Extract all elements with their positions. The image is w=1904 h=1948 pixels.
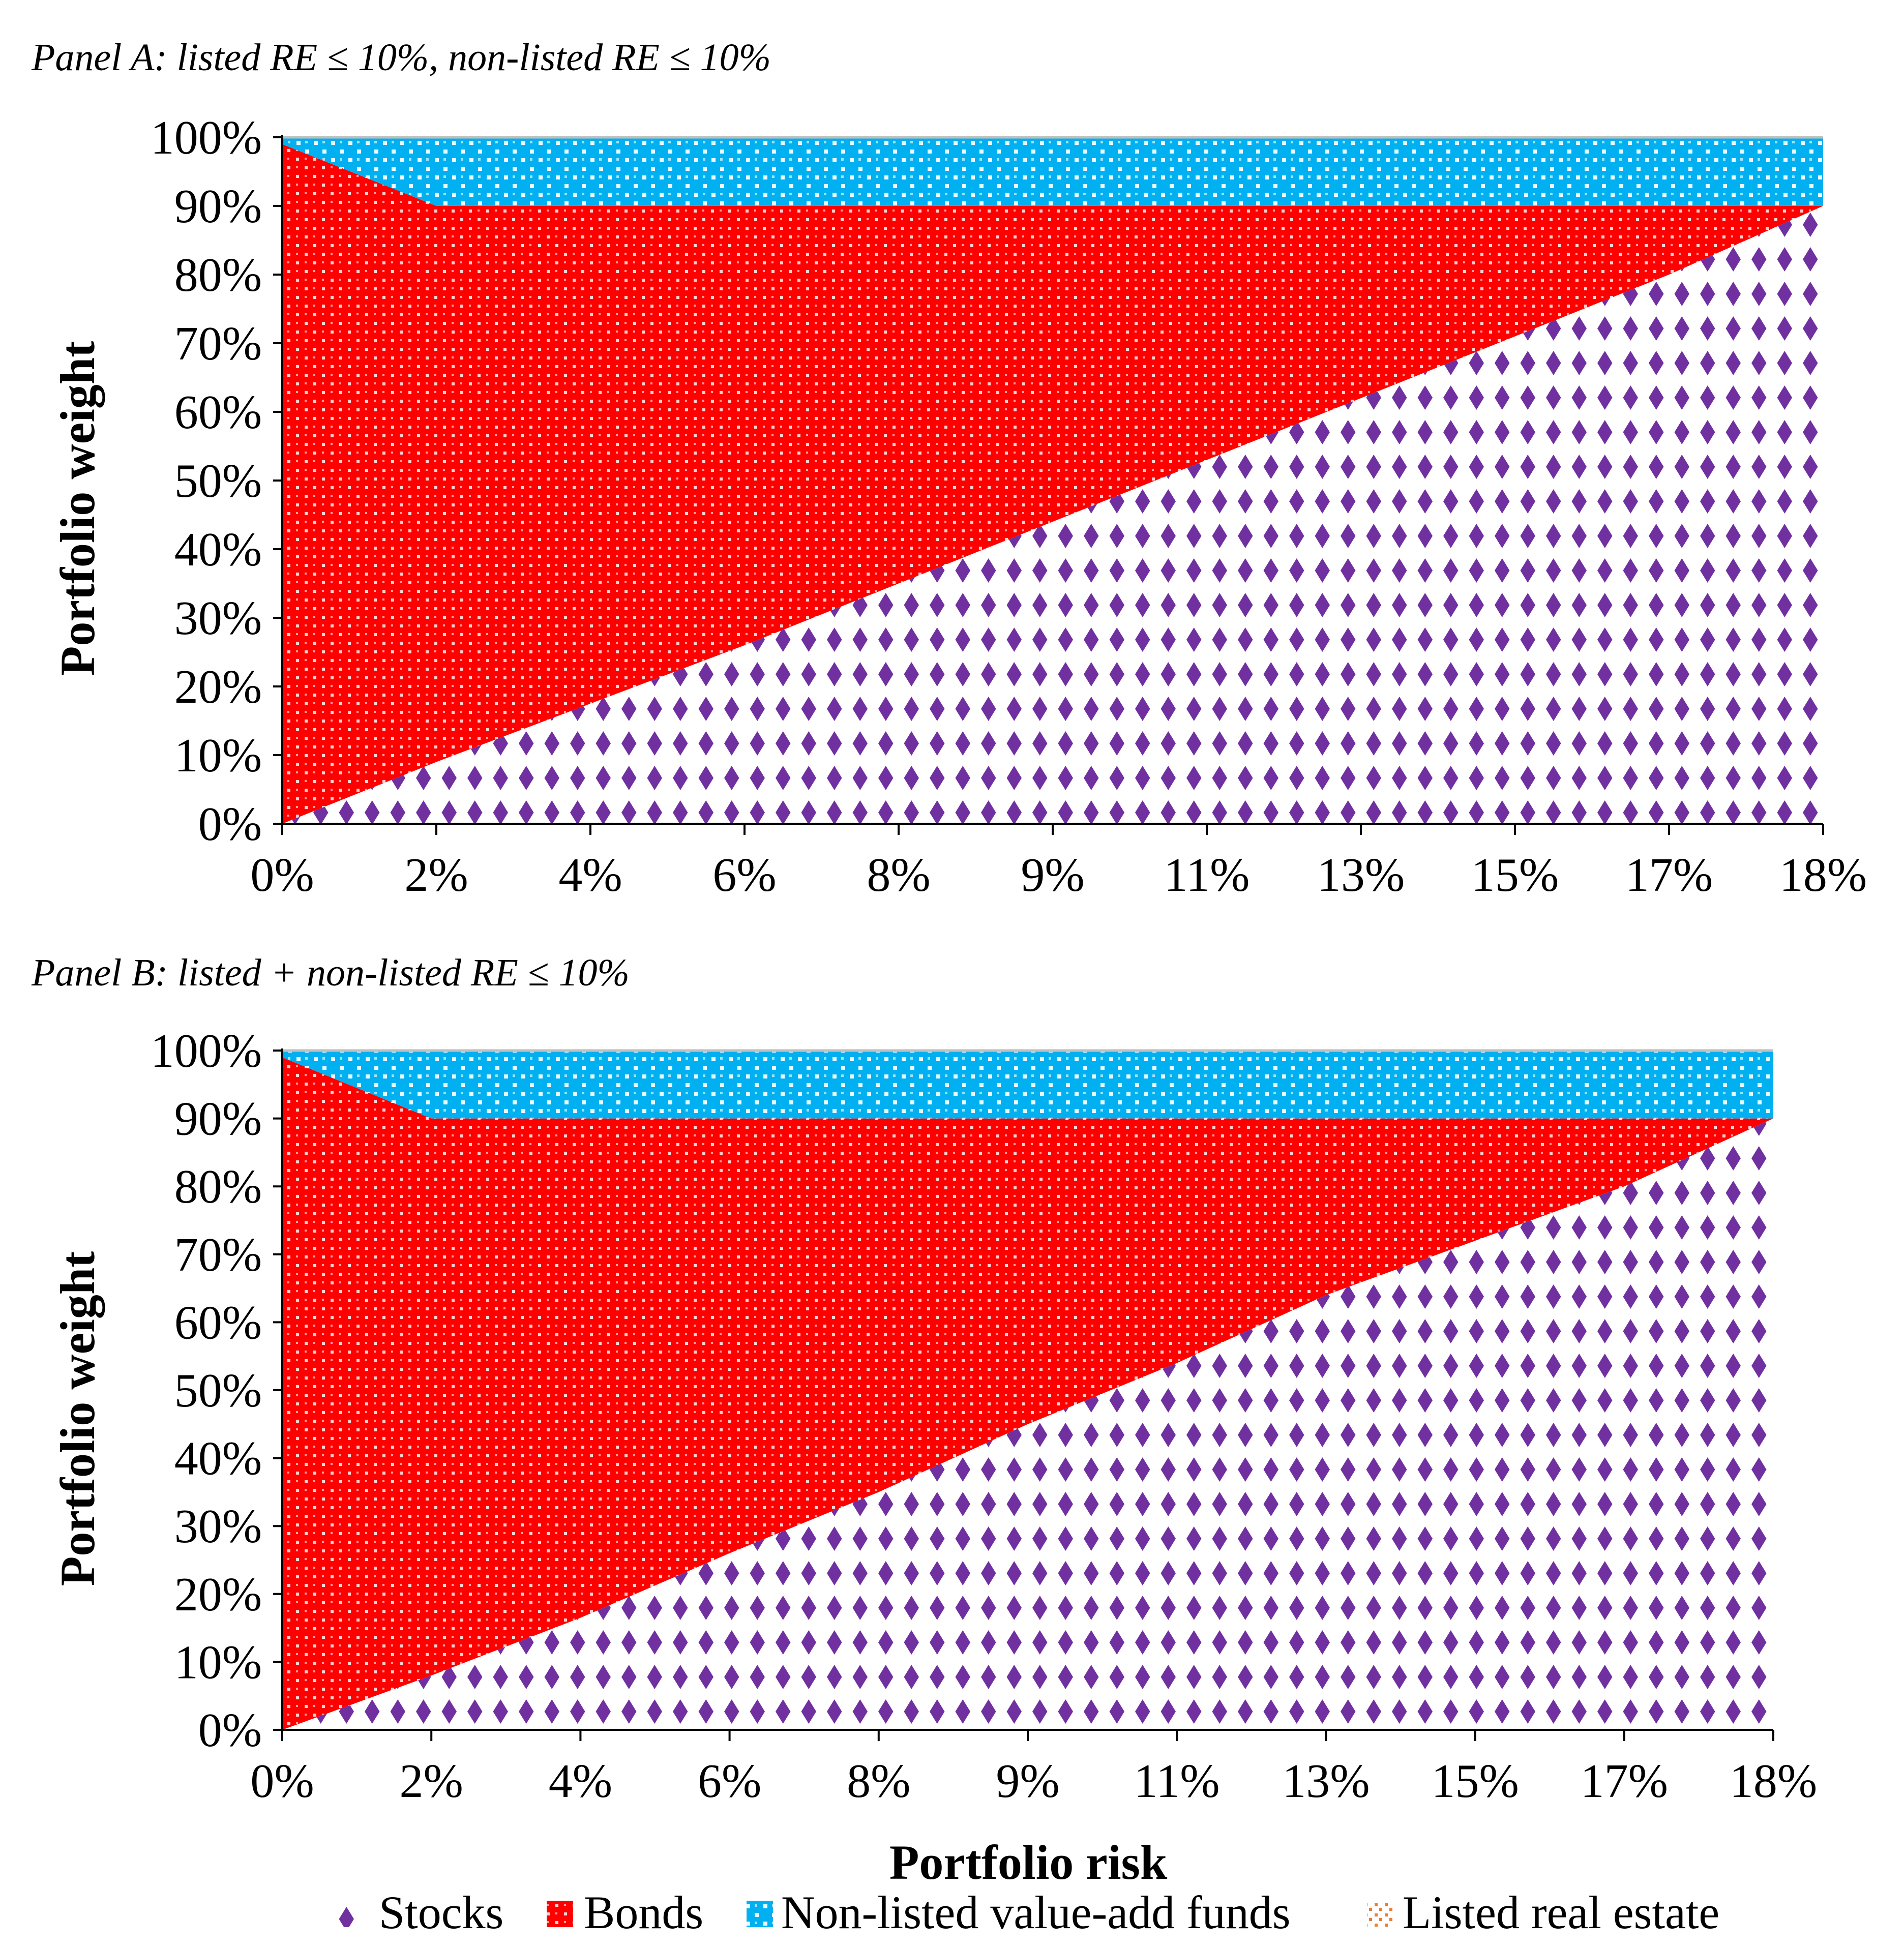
y-tick-label: 10% bbox=[174, 729, 262, 782]
y-tick-label: 90% bbox=[174, 1093, 262, 1146]
y-tick-label: 40% bbox=[174, 523, 262, 576]
y-tick-label: 50% bbox=[174, 1364, 262, 1417]
x-tick-label: 13% bbox=[1282, 1755, 1370, 1808]
x-tick-label: 8% bbox=[867, 849, 930, 902]
y-tick-label: 60% bbox=[174, 386, 262, 439]
y-tick-label: 60% bbox=[174, 1296, 262, 1349]
x-tick-label: 13% bbox=[1317, 849, 1405, 902]
y-tick-label: 0% bbox=[198, 1704, 262, 1757]
panel-b-title: Panel B: listed + non-listed RE ≤ 10% bbox=[31, 951, 630, 994]
x-tick-label: 18% bbox=[1730, 1755, 1817, 1808]
y-tick-label: 80% bbox=[174, 249, 262, 302]
legend-label-listed: Listed real estate bbox=[1403, 1886, 1719, 1938]
x-tick-label: 2% bbox=[404, 849, 468, 902]
y-tick-label: 20% bbox=[174, 661, 262, 713]
x-tick-label: 17% bbox=[1581, 1755, 1668, 1808]
x-tick-label: 15% bbox=[1431, 1755, 1519, 1808]
y-tick-label: 70% bbox=[174, 317, 262, 370]
y-tick-label: 80% bbox=[174, 1160, 262, 1213]
area-bonds bbox=[282, 1057, 1773, 1730]
x-tick-label: 11% bbox=[1134, 1755, 1220, 1808]
x-tick-label: 6% bbox=[712, 849, 776, 902]
legend-swatch-bonds bbox=[547, 1901, 573, 1927]
area-stocks bbox=[282, 206, 1823, 824]
legend-label-stocks: Stocks bbox=[379, 1886, 503, 1938]
legend-item-stocks: Stocks bbox=[336, 1886, 503, 1938]
area-nonlisted bbox=[282, 1051, 1773, 1119]
x-tick-label: 9% bbox=[1021, 849, 1084, 902]
x-tick-label: 18% bbox=[1779, 849, 1867, 902]
x-tick-label: 15% bbox=[1471, 849, 1559, 902]
legend-label-nonlisted: Non-listed value-add funds bbox=[781, 1886, 1291, 1938]
panel-b: Panel B: listed + non-listed RE ≤ 10% Po… bbox=[31, 951, 1817, 1808]
x-tick-label: 17% bbox=[1625, 849, 1713, 902]
panel-a: Panel A: listed RE ≤ 10%, non-listed RE … bbox=[31, 36, 1867, 902]
y-tick-label: 100% bbox=[151, 111, 262, 164]
legend-label-bonds: Bonds bbox=[584, 1886, 703, 1938]
area-nonlisted bbox=[282, 137, 1823, 206]
y-tick-label: 0% bbox=[198, 798, 262, 851]
x-tick-label: 6% bbox=[698, 1755, 761, 1808]
legend-item-bonds: Bonds bbox=[547, 1886, 703, 1938]
x-tick-label: 8% bbox=[847, 1755, 910, 1808]
panel-a-title: Panel A: listed RE ≤ 10%, non-listed RE … bbox=[31, 36, 771, 79]
x-tick-label: 4% bbox=[549, 1755, 612, 1808]
y-tick-label: 70% bbox=[174, 1228, 262, 1281]
y-tick-label: 10% bbox=[174, 1636, 262, 1689]
x-tick-label: 9% bbox=[996, 1755, 1059, 1808]
area-bonds bbox=[282, 144, 1823, 824]
y-tick-label: 100% bbox=[151, 1025, 262, 1077]
x-tick-label: 0% bbox=[250, 1755, 314, 1808]
legend-swatch-nonlisted bbox=[747, 1901, 773, 1927]
y-tick-label: 30% bbox=[174, 592, 262, 645]
y-tick-label: 50% bbox=[174, 455, 262, 507]
x-tick-label: 2% bbox=[400, 1755, 463, 1808]
y-tick-label: 40% bbox=[174, 1432, 262, 1485]
y-tick-label: 20% bbox=[174, 1568, 262, 1621]
legend-item-listed: Listed real estate bbox=[1367, 1886, 1719, 1938]
x-tick-label: 4% bbox=[558, 849, 622, 902]
panel-a-y-axis-label: Portfolio weight bbox=[50, 341, 105, 676]
y-tick-label: 30% bbox=[174, 1500, 262, 1553]
x-axis-label: Portfolio risk bbox=[889, 1835, 1168, 1890]
y-tick-label: 90% bbox=[174, 180, 262, 233]
legend-item-nonlisted: Non-listed value-add funds bbox=[747, 1886, 1291, 1938]
legend-swatch-stocks bbox=[336, 1901, 362, 1927]
legend: Stocks Bonds Non-listed value-add funds … bbox=[336, 1886, 1719, 1938]
x-tick-label: 0% bbox=[250, 849, 314, 902]
legend-swatch-listed bbox=[1367, 1901, 1393, 1927]
panel-b-y-axis-label: Portfolio weight bbox=[50, 1251, 105, 1586]
x-tick-label: 11% bbox=[1164, 849, 1250, 902]
